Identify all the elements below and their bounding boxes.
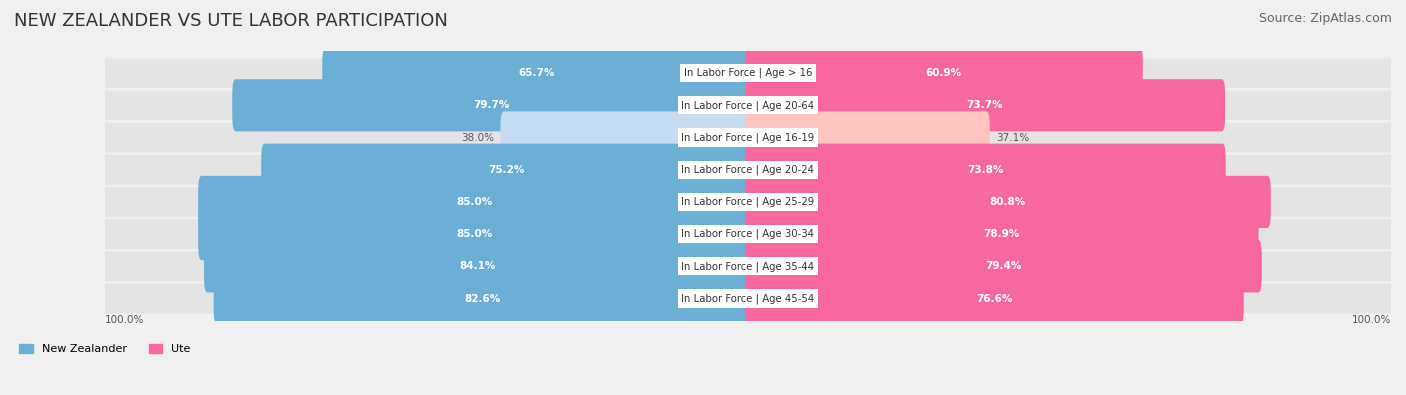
Text: In Labor Force | Age 30-34: In Labor Force | Age 30-34 bbox=[682, 229, 814, 239]
Text: 73.7%: 73.7% bbox=[967, 100, 1004, 110]
FancyBboxPatch shape bbox=[105, 187, 1391, 217]
Text: 100.0%: 100.0% bbox=[1351, 316, 1391, 325]
Text: In Labor Force | Age 35-44: In Labor Force | Age 35-44 bbox=[682, 261, 814, 272]
Text: 73.8%: 73.8% bbox=[967, 165, 1004, 175]
FancyBboxPatch shape bbox=[105, 284, 1391, 313]
Text: 85.0%: 85.0% bbox=[457, 197, 494, 207]
Text: 85.0%: 85.0% bbox=[457, 229, 494, 239]
FancyBboxPatch shape bbox=[745, 111, 990, 164]
Text: 37.1%: 37.1% bbox=[997, 132, 1029, 143]
FancyBboxPatch shape bbox=[105, 123, 1391, 152]
FancyBboxPatch shape bbox=[745, 47, 1143, 99]
FancyBboxPatch shape bbox=[204, 240, 751, 292]
FancyBboxPatch shape bbox=[105, 155, 1391, 184]
FancyBboxPatch shape bbox=[232, 79, 751, 132]
FancyBboxPatch shape bbox=[745, 176, 1271, 228]
Text: In Labor Force | Age 45-54: In Labor Force | Age 45-54 bbox=[682, 293, 814, 304]
FancyBboxPatch shape bbox=[262, 144, 751, 196]
Text: 65.7%: 65.7% bbox=[519, 68, 555, 78]
FancyBboxPatch shape bbox=[198, 208, 751, 260]
FancyBboxPatch shape bbox=[105, 90, 1391, 120]
Text: 75.2%: 75.2% bbox=[488, 165, 524, 175]
FancyBboxPatch shape bbox=[105, 58, 1391, 88]
Text: 82.6%: 82.6% bbox=[464, 293, 501, 303]
FancyBboxPatch shape bbox=[745, 240, 1261, 292]
Text: 79.7%: 79.7% bbox=[474, 100, 510, 110]
FancyBboxPatch shape bbox=[105, 219, 1391, 249]
Legend: New Zealander, Ute: New Zealander, Ute bbox=[15, 340, 195, 359]
Text: 78.9%: 78.9% bbox=[984, 229, 1019, 239]
Text: 100.0%: 100.0% bbox=[105, 316, 145, 325]
Text: In Labor Force | Age 20-64: In Labor Force | Age 20-64 bbox=[682, 100, 814, 111]
FancyBboxPatch shape bbox=[745, 144, 1226, 196]
Text: 79.4%: 79.4% bbox=[986, 261, 1021, 271]
Text: In Labor Force | Age 25-29: In Labor Force | Age 25-29 bbox=[682, 197, 814, 207]
Text: Source: ZipAtlas.com: Source: ZipAtlas.com bbox=[1258, 12, 1392, 25]
Text: In Labor Force | Age > 16: In Labor Force | Age > 16 bbox=[683, 68, 813, 78]
FancyBboxPatch shape bbox=[745, 79, 1225, 132]
Text: 60.9%: 60.9% bbox=[925, 68, 962, 78]
FancyBboxPatch shape bbox=[322, 47, 751, 99]
Text: 84.1%: 84.1% bbox=[460, 261, 496, 271]
Text: 76.6%: 76.6% bbox=[976, 293, 1012, 303]
Text: NEW ZEALANDER VS UTE LABOR PARTICIPATION: NEW ZEALANDER VS UTE LABOR PARTICIPATION bbox=[14, 12, 449, 30]
FancyBboxPatch shape bbox=[105, 252, 1391, 281]
Text: In Labor Force | Age 20-24: In Labor Force | Age 20-24 bbox=[682, 164, 814, 175]
Text: In Labor Force | Age 16-19: In Labor Force | Age 16-19 bbox=[682, 132, 814, 143]
FancyBboxPatch shape bbox=[214, 273, 751, 325]
Text: 38.0%: 38.0% bbox=[461, 132, 494, 143]
FancyBboxPatch shape bbox=[745, 273, 1244, 325]
Text: 80.8%: 80.8% bbox=[990, 197, 1026, 207]
FancyBboxPatch shape bbox=[198, 176, 751, 228]
FancyBboxPatch shape bbox=[501, 111, 751, 164]
FancyBboxPatch shape bbox=[745, 208, 1258, 260]
